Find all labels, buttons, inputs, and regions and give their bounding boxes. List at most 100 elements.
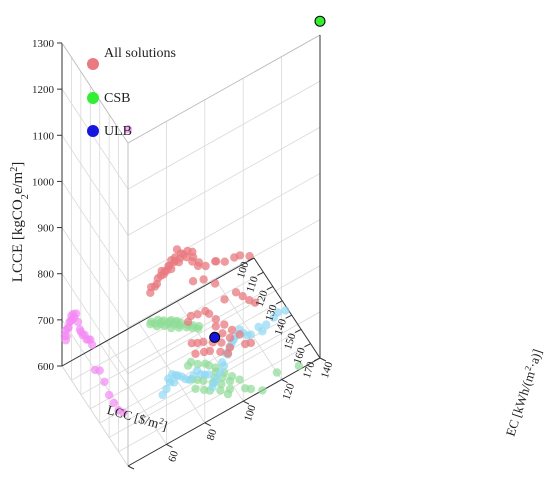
data-point-projection-xy [146,320,155,329]
data-point-all-solutions [245,252,254,261]
grid-line-floor-x [118,343,311,453]
x-tick-label: 100 [235,260,252,280]
y-tick-mark [204,422,212,427]
y-tick-mark [166,443,173,448]
x-tick-label: 160 [291,346,308,366]
data-point-projection-xy [246,384,256,394]
legend-item-csb: CSB [87,91,130,106]
z-axis-title: LCCE [kgCO2e/m2] [9,162,31,282]
data-point-projection-yz [158,390,167,400]
data-point-projection-xy [272,368,282,377]
data-point-projection-xz [100,377,109,386]
y-tick-mark [127,465,135,470]
z-axis-title-sup: 2 [9,167,20,172]
grid-line-xz-horizontal [61,181,129,282]
data-point-projection-xy [160,321,169,331]
x-tick-mark [313,357,321,362]
data-point-all-solutions [216,347,225,356]
data-point-all-solutions [227,325,237,335]
grid-line-xz-horizontal [61,227,129,328]
data-point-projection-xy [167,323,176,333]
data-point-all-solutions [193,261,203,271]
data-point-all-solutions [152,279,162,289]
data-point-projection-xz [64,323,73,332]
data-point-projection-xy [183,361,193,370]
data-point-all-solutions [235,330,244,339]
y-axis-title: EC [kWh/(m2·a)] [503,347,545,438]
y-axis-title-sup: 2 [522,365,533,372]
y-tick-mark [319,357,327,362]
z-tick-label: 900 [38,223,55,235]
legend: All solutions CSB ULB [87,46,176,139]
data-point-projection-xy [191,384,200,393]
legend-label-all-solutions: All solutions [104,46,176,61]
data-point-projection-xy [258,386,267,395]
data-point-all-solutions [235,251,245,260]
data-point-projection-xz [109,398,119,408]
data-point-projection-yz [204,370,213,379]
data-point-projection-xz [73,317,83,327]
data-point-projection-xy [223,389,233,399]
data-point-projection-xy [294,361,304,371]
data-point-projection-xy [193,324,203,333]
x-tick-mark [294,328,302,333]
legend-item-ulb: ULB [87,124,132,139]
grid-line-floor-x [90,300,283,410]
top-edge-back-right [127,34,321,144]
data-point-all-solutions [188,247,197,256]
grid-line-floor-y [100,344,167,445]
data-point-all-solutions [220,295,229,304]
data-point-projection-xy [152,322,162,331]
x-tick-label: 170 [301,360,318,380]
data-point-all-solutions [231,288,241,297]
x-tick-mark [247,257,255,262]
z-axis-title-end: ] [10,162,26,167]
grid-line-xz-horizontal [61,273,129,374]
data-point-all-solutions [172,245,182,254]
data-point-projection-yz [254,322,263,332]
x-axis-title-end: ] [161,418,169,434]
data-point-projection-yz [262,320,271,329]
z-tick-label: 1200 [32,84,55,96]
data-point-all-solutions [218,329,227,338]
svg-text:LCCE [kgCO2e/m2]: LCCE [kgCO2e/m2] [9,162,31,282]
data-point-all-solutions [183,317,193,326]
y-tick-mark [281,379,288,384]
data-point-projection-xy [174,323,184,332]
data-point-all-solutions [223,349,233,358]
data-point-projection-yz [217,358,227,367]
data-point-all-solutions [220,257,229,266]
data-point-projection-xz [119,408,128,417]
data-point-all-solutions [191,349,200,358]
x-tick-label: 110 [244,274,261,293]
legend-marker-all-solutions [87,58,99,70]
grid-line-yz-horizontal [127,265,321,375]
z-tick-label: 1100 [32,130,54,142]
data-point-all-solutions [193,310,202,319]
data-point-projection-xy [193,359,202,369]
y-tick-mark [242,400,250,405]
data-point-all-solutions [146,288,155,297]
data-point-all-solutions [205,346,215,356]
y-axis-title-mid: ·a)] [525,347,545,369]
x-tick-mark [276,300,283,305]
data-point-projection-xz [88,340,97,349]
x-axis-title-sup: 2 [158,416,165,427]
data-point-projection-xy [235,375,244,384]
data-point-projection-xz [123,125,133,134]
data-point-csb [314,15,326,27]
legend-marker-csb [87,92,99,104]
data-point-projection-yz [216,368,225,377]
data-point-projection-yz [208,382,217,392]
data-point-ulb [209,331,221,343]
z-tick-label: 600 [38,361,55,373]
grid-line-yz-horizontal [127,126,321,236]
data-point-all-solutions [188,277,198,286]
data-point-projection-yz [273,308,282,317]
data-point-all-solutions [170,256,180,265]
legend-label-ulb: ULB [104,124,132,139]
x-tick-mark [285,314,292,319]
data-point-all-solutions [217,338,226,347]
ticks-layer: 6007008009001000110012001300100110120130… [32,38,336,477]
points-layer [60,15,326,417]
